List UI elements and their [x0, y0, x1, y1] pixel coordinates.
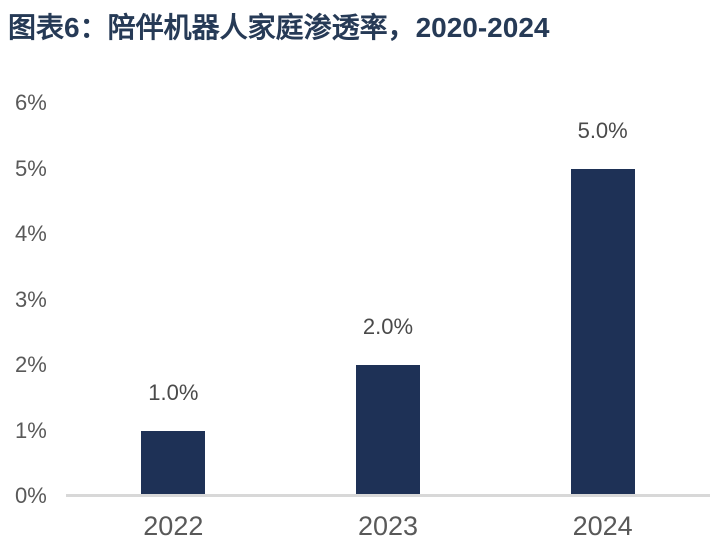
y-axis-tick-label: 3% [15, 286, 47, 312]
bar-value-label-2022: 1.0% [148, 379, 199, 405]
y-axis-tick-label: 1% [15, 417, 47, 443]
figure-title: 图表6：陪伴机器人家庭渗透率，2020-2024 [8, 12, 550, 43]
bar-2024 [570, 168, 635, 496]
bar-2023 [356, 365, 420, 496]
bar-value-label-2023: 2.0% [362, 314, 414, 339]
y-axis-tick-label: 2% [15, 352, 47, 377]
y-axis-tick-label: 5% [15, 155, 47, 181]
y-axis-tick-label: 4% [15, 221, 47, 246]
x-axis-line [66, 494, 710, 497]
x-axis-label-2022: 2022 [143, 511, 204, 541]
bar-value-label-2024: 5.0% [577, 117, 628, 143]
x-axis-label-2023: 2023 [357, 511, 419, 541]
y-axis-tick-label: 6% [15, 90, 47, 115]
y-axis-tick-label: 0% [15, 483, 47, 508]
bar-2022 [141, 430, 206, 496]
x-axis-label-2024: 2024 [572, 511, 633, 541]
